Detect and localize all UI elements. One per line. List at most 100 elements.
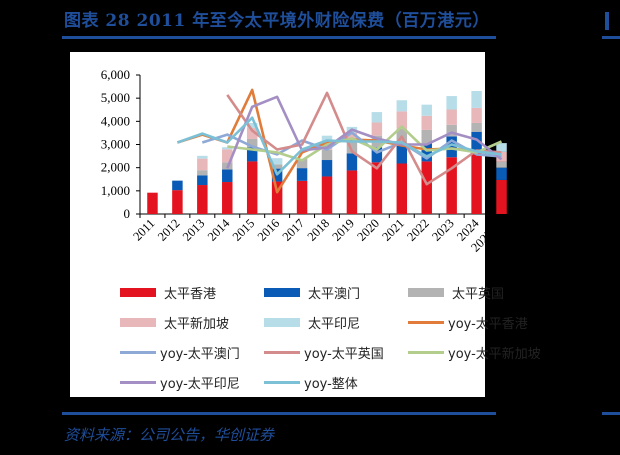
x-axis-tick-label: 2021 [379,216,407,244]
bar-segment [346,140,358,154]
left-axis-tick-label: 2,000 [101,160,130,175]
bar-segment [321,160,333,177]
left-axis-tick-label: 5,000 [101,90,130,105]
bar-segment [197,170,208,176]
bar-segment [496,179,507,214]
bar-segment [346,132,358,141]
x-axis-tick-label: 2012 [155,216,183,244]
right-axis-tick-label: 60% [520,87,544,102]
legend-label: yoy-太平英国 [304,347,384,362]
bar-segment [222,149,233,163]
yoy-line [226,95,503,169]
bar-segment [421,143,432,162]
bar-segment [246,147,258,162]
adjacent-figure-title-fragment [605,12,609,30]
bar-segment [296,180,308,214]
bar-segment [396,143,408,164]
source-note: 资料来源：公司公告，华创证券 [64,426,275,444]
bar-segment [471,151,482,214]
legend-item: yoy-整体 [264,373,358,392]
bar-segment [346,170,358,214]
yoy-line [227,125,503,162]
x-axis-tick-label: 2019 [329,216,357,244]
legend-label: yoy-太平新加坡 [448,347,541,362]
x-axis-tick-label: 2016 [255,216,283,244]
figure-title: 图表 28 2011 年至今太平境外财险保费（百万港元） [64,11,490,31]
adjacent-figure-divider [602,36,620,39]
legend-item: 太平香港 [120,283,216,302]
bar-segment [496,143,507,152]
bar-segment [271,158,283,165]
legend-swatch [408,321,444,324]
x-axis-tick-label: 2014 [205,216,233,244]
legend-label: yoy-太平香港 [448,317,528,332]
bar-segment [271,181,283,214]
x-axis-tick-label: 2015 [230,216,258,244]
adjacent-footer-divider [602,412,620,415]
legend-swatch [264,318,300,327]
chart-panel [70,52,485,397]
x-axis-tick-label: 2017 [280,216,308,244]
bar-segment [496,161,507,168]
legend-item: yoy-太平印尼 [120,373,240,392]
legend-item: 太平英国 [408,283,504,302]
bar-segment [246,128,258,139]
legend-item: yoy-太平新加坡 [408,343,541,362]
bar-segment [147,192,158,214]
bar-segment [421,115,432,130]
left-axis-tick-label: 3,000 [101,137,130,152]
legend-swatch [408,288,444,297]
legend-swatch [264,288,300,297]
bar-segment [396,163,408,214]
yoy-line [176,116,502,176]
right-axis-tick-label: 80% [520,67,544,82]
x-axis-tick-label: 2020 [354,216,382,244]
bar-segment [446,136,457,158]
bar-segment [172,190,183,214]
x-axis-tick-label: 2013 [180,216,208,244]
right-axis-tick-label: -60% [520,206,548,221]
bar-segment [471,107,482,123]
legend-swatch [120,288,156,297]
legend-swatch [120,381,156,384]
legend-item: yoy-太平澳门 [120,343,240,362]
right-axis-tick-label: -20% [520,166,548,181]
bar-segment [222,147,233,150]
x-axis-tick-label: 2023 [429,216,457,244]
legend-swatch [264,381,300,384]
legend-label: 太平澳门 [308,287,361,302]
legend-item: 太平新加坡 [120,313,229,332]
bar-segment [446,124,457,137]
bar-segment [446,109,457,125]
bar-segment [197,155,208,159]
bar-segment [321,135,333,143]
bar-segment [246,122,258,129]
bar-segment [396,100,408,112]
bar-segment [471,90,482,108]
bar-segment [446,157,457,214]
legend-item: 太平澳门 [264,283,360,302]
bar-segment [371,162,383,214]
bar-segment [371,122,383,136]
x-axis-tick-label: 2018 [305,216,333,244]
legend-label: yoy-太平澳门 [160,347,240,362]
right-axis-tick-label: 40% [520,107,544,122]
right-axis-tick-label: 20% [520,127,544,142]
bar-segment [271,164,283,169]
right-axis-tick-label: -40% [520,186,548,201]
title-divider [62,36,496,39]
footer-divider [62,412,496,415]
bar-segment [296,168,308,181]
bar-segment [197,175,208,186]
bar-segment [172,180,183,191]
bar-segment [421,104,432,116]
x-axis-tick-label: 2022 [404,216,432,244]
legend-swatch [120,318,156,327]
bar-segment [371,112,383,123]
bar-segment [446,96,457,110]
legend-label: 太平印尼 [308,317,361,332]
legend-swatch [264,351,300,354]
left-axis-tick-label: 0 [124,206,131,221]
bar-segment [471,122,482,132]
